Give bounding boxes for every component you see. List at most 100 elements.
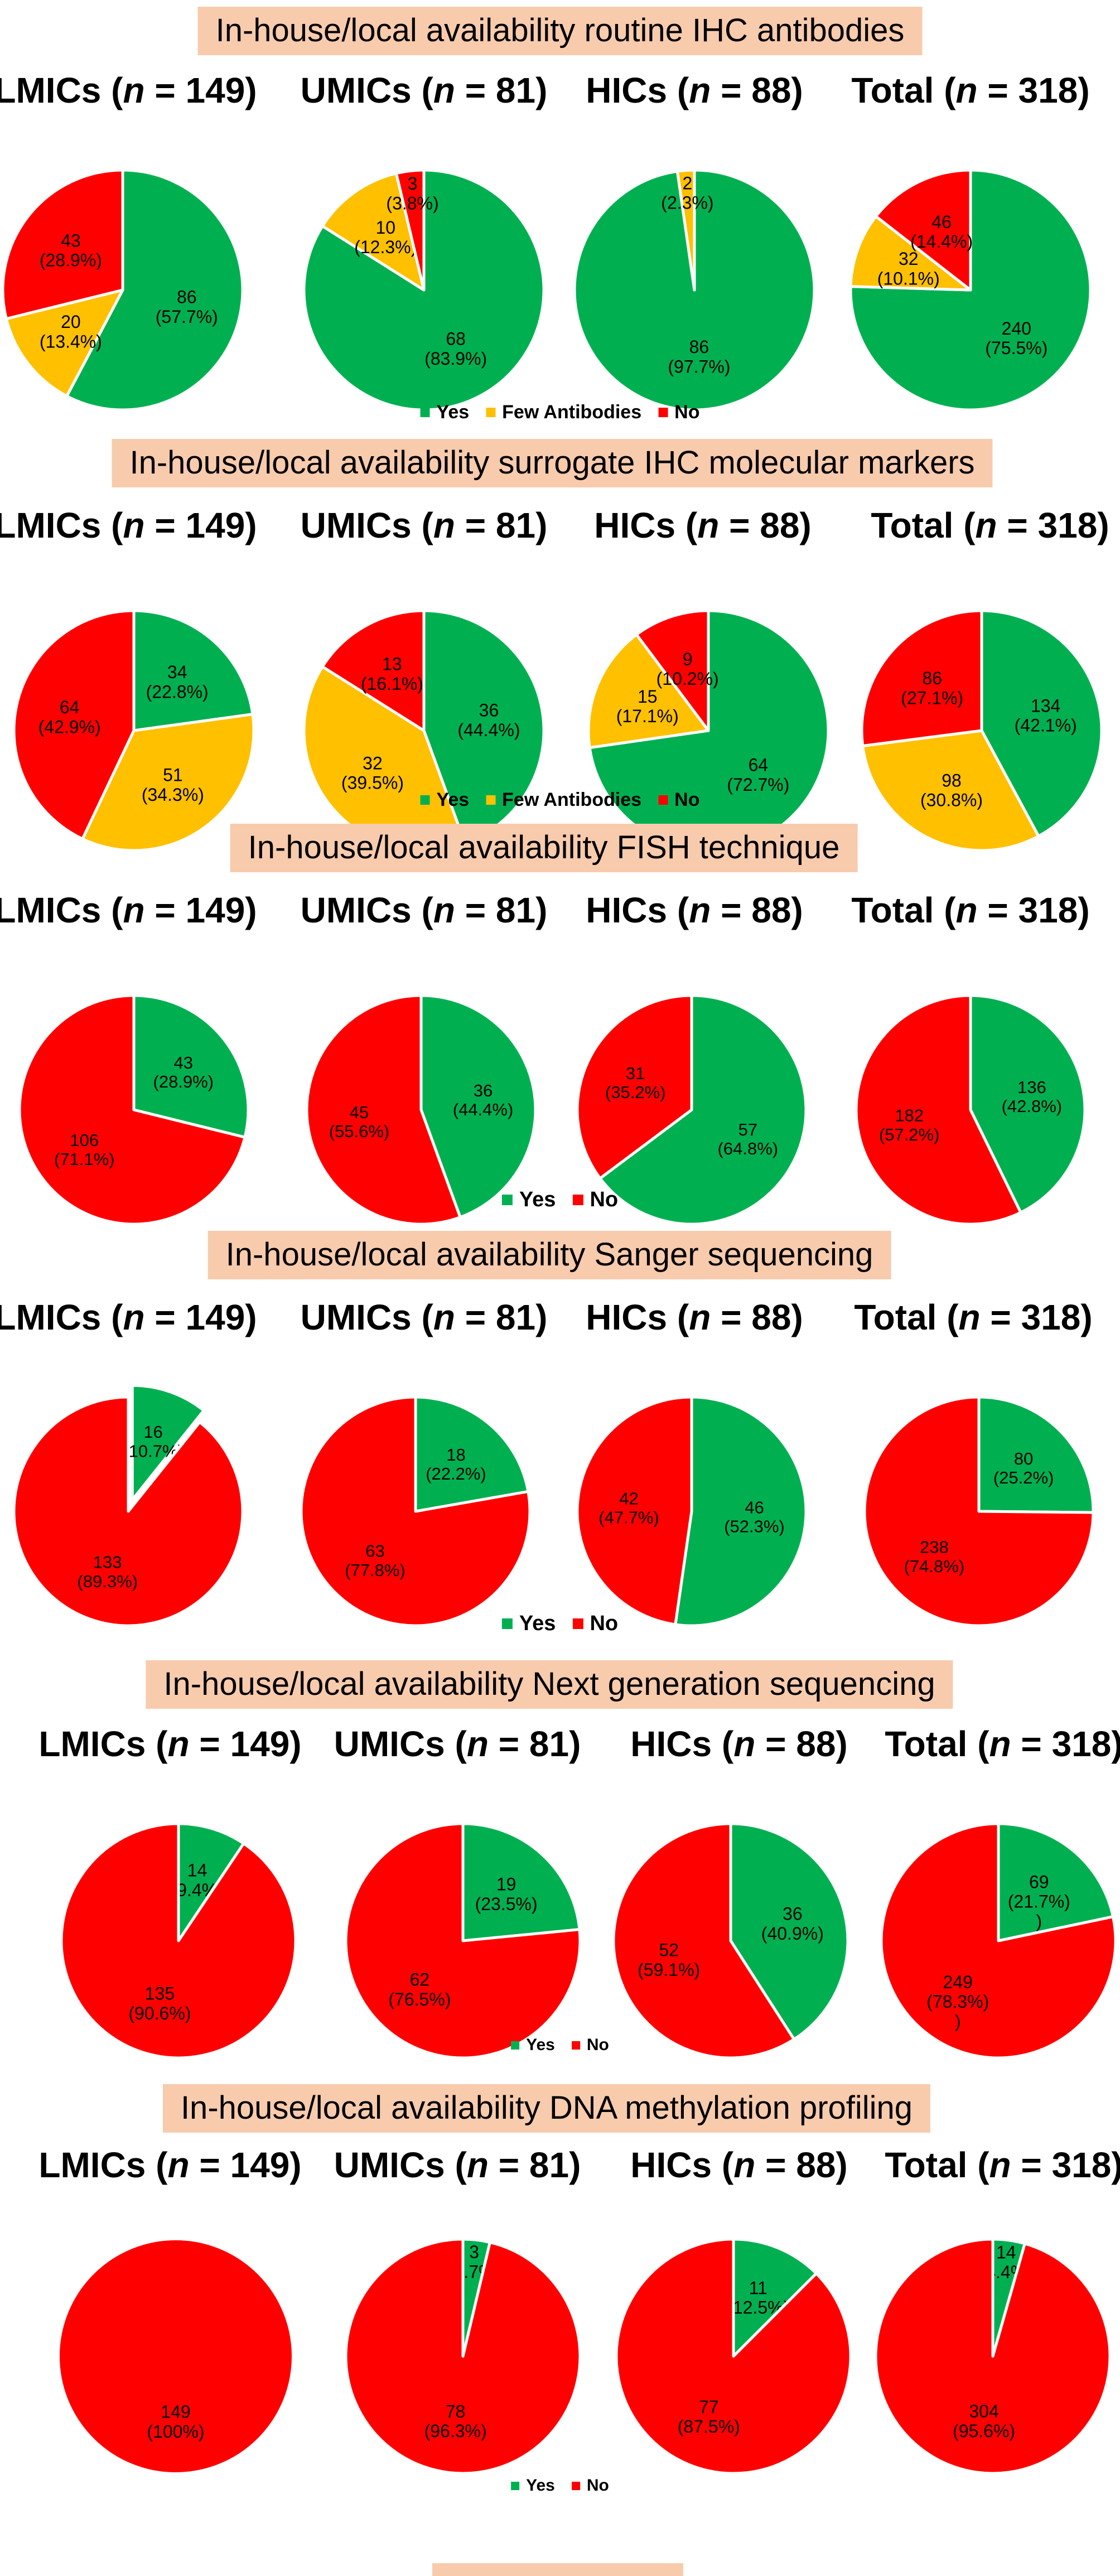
group-name: UMICs xyxy=(300,505,412,545)
slice-value-label: 46 xyxy=(745,1497,764,1517)
pie-slice-yes xyxy=(419,994,537,1219)
slice-value-label: 134 xyxy=(1031,695,1060,716)
pie-slice-no xyxy=(12,1395,244,1627)
slice-value-label: 18 xyxy=(446,1445,465,1465)
pie-hics: 86(97.7%) 2(2.3%) xyxy=(573,168,816,412)
legend-item-no: No xyxy=(658,789,699,811)
pie-lmics: 16(10.7%)133(89.3%) xyxy=(12,1384,244,1627)
group-n: 318 xyxy=(1051,1724,1112,1764)
pie-slice-yes xyxy=(132,609,254,732)
legend-label: No xyxy=(590,1612,619,1635)
slice-value-label: 80 xyxy=(1014,1449,1033,1468)
pie-slice-yes xyxy=(177,1822,245,1942)
group-n: 88 xyxy=(796,2145,836,2185)
pie-umics: 19(23.5%) 62(76.5%) xyxy=(344,1822,582,2060)
pie-slice-no xyxy=(576,994,693,1180)
pie-slice-no xyxy=(394,168,426,292)
group-n: 88 xyxy=(751,890,791,930)
pie-slice-few xyxy=(849,215,972,292)
group-n: 318 xyxy=(1018,70,1078,110)
slice-value-label: 43 xyxy=(174,1053,193,1072)
pie-umics: 36(44.4%) 45(55.6%) xyxy=(305,994,537,1226)
pie-hics: 36(40.9%) 52(59.1%) xyxy=(612,1822,849,2060)
slice-percent-label: (17.1%) xyxy=(616,706,679,726)
slice-percent-label: (22.2%) xyxy=(426,1464,486,1483)
slice-value-label: 2 xyxy=(683,173,693,193)
slice-value-label: 36 xyxy=(783,1904,803,1924)
pie-lmics: 149(100%) xyxy=(57,2238,294,2474)
legend-label: Yes xyxy=(519,1188,556,1211)
group-n: 149 xyxy=(185,890,245,930)
slice-value-label: 68 xyxy=(446,329,466,349)
slice-value-label: 52 xyxy=(659,1940,679,1960)
group-name: LMICs xyxy=(0,890,102,930)
group-n: 88 xyxy=(751,70,791,110)
slice-percent-label: (44.4%) xyxy=(457,720,520,740)
footer-title-fragment xyxy=(432,2563,683,2576)
column-header-lmics: LMICs (n = 149) xyxy=(0,70,257,111)
slice-percent-label: (22.8%) xyxy=(146,682,209,702)
column-header-total: Total (n = 318) xyxy=(851,890,1090,930)
pie-slice-no xyxy=(12,609,136,840)
slice-value-label: 32 xyxy=(363,753,383,773)
pie-slice-few xyxy=(4,288,124,398)
group-name: LMICs xyxy=(0,505,102,545)
slice-value-label: 64 xyxy=(749,755,769,775)
slice-value-label: 15 xyxy=(638,687,658,707)
legend-swatch xyxy=(420,795,430,805)
group-n: 318 xyxy=(1051,2145,1112,2185)
column-header-total: Total (n = 318) xyxy=(854,1297,1093,1337)
legend-label: No xyxy=(674,789,700,810)
slice-percent-label: (64.8%) xyxy=(718,1139,779,1158)
slice-value-label: 86 xyxy=(689,337,709,357)
legend-swatch xyxy=(658,408,668,417)
group-n: 318 xyxy=(1037,505,1098,545)
pie-total: 80(25.2%) 238(74.8%) xyxy=(863,1395,1095,1627)
slice-value-label: 43 xyxy=(61,230,81,250)
group-name: LMICs xyxy=(38,2145,146,2185)
group-name: Total xyxy=(854,1297,937,1337)
legend-label: No xyxy=(586,2036,609,2054)
slice-value-label: 46 xyxy=(931,212,952,232)
chart-title: In-house/local availability surrogate IH… xyxy=(112,439,993,487)
pie-slice-no xyxy=(57,2238,294,2474)
group-n: 318 xyxy=(1021,1297,1081,1337)
slice-value-label: 3 xyxy=(469,2242,479,2262)
group-name: HICs xyxy=(594,505,676,545)
group-name: Total xyxy=(885,1724,968,1764)
group-name: HICs xyxy=(586,890,668,930)
group-name: Total xyxy=(851,890,934,930)
pie-slice-no xyxy=(855,994,1022,1226)
group-name: LMICs xyxy=(0,70,102,110)
legend-label: No xyxy=(590,1188,619,1211)
pie-slice-no xyxy=(576,1395,693,1626)
slice-percent-label: (75.5%) xyxy=(985,338,1047,358)
group-name: UMICs xyxy=(334,1724,445,1764)
slice-value-label: 32 xyxy=(899,249,919,269)
slice-percent-label: (42.9%) xyxy=(38,717,101,737)
group-name: LMICs xyxy=(0,1297,102,1337)
slice-percent-label: (90.6%) xyxy=(128,2003,191,2023)
slice-value-label: 10 xyxy=(375,218,395,238)
slice-percent-label: (59.1%) xyxy=(638,1960,700,1980)
slice-value-label: 63 xyxy=(365,1541,384,1561)
column-header-hics: HICs (n = 88) xyxy=(586,1297,803,1337)
chart-title: In-house/local availability Next generat… xyxy=(146,1660,953,1709)
slice-value-label: 42 xyxy=(619,1488,638,1508)
slice-percent-label: (34.3%) xyxy=(142,785,204,805)
slice-percent-label: (77.8%) xyxy=(345,1560,405,1580)
pie-total: 14(4.4%)304(95.6%) xyxy=(874,2237,1112,2475)
pie-slice-few xyxy=(81,713,255,852)
column-header-umics: UMICs (n = 81) xyxy=(300,1297,548,1337)
group-name: UMICs xyxy=(334,2145,445,2185)
slice-value-label: 64 xyxy=(60,697,80,717)
slice-percent-label: (96.3%) xyxy=(424,2421,487,2441)
slice-value-label: 16 xyxy=(143,1422,162,1442)
pie-slice-yes xyxy=(461,1822,581,1942)
slice-value-label: 240 xyxy=(1002,318,1031,339)
slice-percent-label: (47.7%) xyxy=(598,1507,659,1527)
pie-slice-no xyxy=(60,1822,297,2060)
slice-value-label: 149 xyxy=(161,2402,190,2422)
pie-slice-yes xyxy=(977,1395,1095,1514)
